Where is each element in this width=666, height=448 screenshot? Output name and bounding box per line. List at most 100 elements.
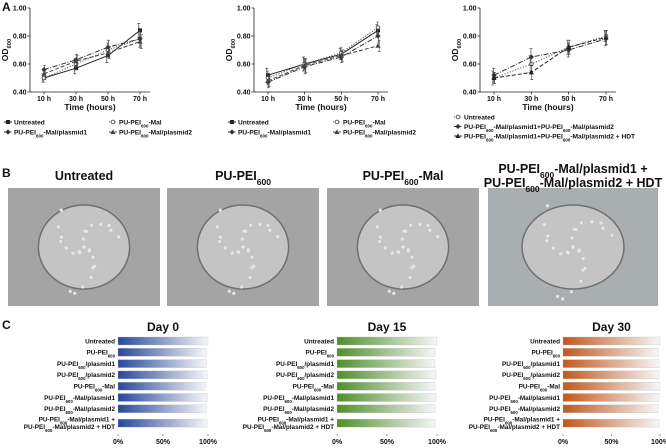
cell: [581, 256, 585, 261]
micrograph: [488, 188, 658, 306]
bar: [336, 359, 436, 368]
cell: [85, 229, 89, 233]
marker: [110, 129, 116, 134]
x-tick-label: 70 h: [599, 96, 613, 103]
marker: [455, 133, 461, 138]
cell: [99, 222, 103, 227]
cell: [436, 235, 440, 239]
bar: [117, 382, 206, 391]
marker: [566, 44, 572, 50]
x-axis-label: Time (hours): [522, 102, 573, 112]
cell: [590, 220, 594, 224]
bar: [562, 418, 660, 428]
y-tick-label: PU-PEI600/plasmid1: [57, 361, 115, 370]
cell: [89, 275, 93, 280]
cell: [551, 246, 555, 250]
bar: [117, 336, 209, 346]
marker: [376, 28, 380, 33]
bar: [562, 382, 661, 391]
y-tick-label: PU-PEI600/plasmid2: [276, 372, 334, 381]
marker: [106, 53, 110, 58]
legend-label: PU-PEI600-Mal: [119, 119, 162, 128]
cell: [77, 249, 81, 254]
y-tick-label: PU-PEI600/plasmid1: [276, 361, 334, 370]
micrograph: [8, 188, 160, 306]
cell: [232, 291, 236, 295]
series-line: [267, 35, 379, 83]
legend-label: PU-PEI600-Mal/plasmid2: [119, 129, 192, 138]
cell: [87, 249, 91, 253]
bar: [562, 370, 660, 380]
cell: [570, 236, 574, 240]
cell: [577, 249, 581, 253]
y-tick-label: PU-PEI600: [305, 350, 334, 359]
marker: [110, 119, 116, 125]
cell: [64, 246, 68, 250]
x-tick-label: 50 h: [101, 96, 115, 103]
bar: [336, 370, 437, 380]
series-line: [493, 36, 607, 79]
y-tick-label: PU-PEI600-Mal: [519, 384, 561, 393]
cell: [378, 239, 382, 244]
cell: [68, 289, 72, 293]
y-tick-label: PU-PEI600-Mal/plasmid1: [44, 395, 115, 404]
bar: [562, 404, 659, 413]
y-tick-label: PU-PEI600/plasmid1: [502, 361, 560, 370]
x-axis-label: Time (hours): [64, 102, 115, 112]
cell: [248, 223, 253, 227]
bar: [336, 418, 436, 428]
cell: [571, 245, 575, 249]
image-title: PU-PEI600-Mal: [363, 169, 444, 187]
cell: [223, 246, 227, 250]
cell: [266, 223, 270, 228]
cell: [408, 223, 413, 227]
legend-label: PU-PEI600-Mal: [343, 119, 386, 128]
x-tick-label: 50%: [380, 439, 395, 446]
cell: [56, 225, 60, 229]
cell: [240, 237, 244, 241]
y-tick-label: PU-PEI600-Mal/plasmid2: [263, 406, 334, 415]
cell: [91, 266, 95, 270]
x-tick-label: 50%: [156, 439, 171, 446]
y-tick-label: PU-PEI600/plasmid2: [502, 372, 560, 381]
cell: [218, 239, 222, 244]
legend-label: PU-PEI600-Mal/plasmid1: [238, 129, 311, 138]
cell: [227, 289, 231, 293]
cell: [545, 204, 550, 208]
legend-label: PU-PEI600-Mal/plasmid1: [14, 129, 87, 138]
marker: [455, 114, 461, 120]
cell: [565, 250, 570, 254]
bar: [336, 393, 437, 402]
marker: [5, 129, 11, 135]
cell: [117, 235, 121, 239]
legend-label: PU-PEI600-Mal/plasmid2: [343, 129, 416, 138]
panel-label: A: [2, 0, 11, 14]
x-tick-label: 0%: [113, 439, 124, 446]
cell: [410, 266, 414, 270]
y-tick-label: 1.00: [13, 6, 27, 13]
cell: [390, 251, 394, 255]
cell: [408, 275, 412, 280]
marker: [529, 61, 534, 67]
cell: [248, 275, 252, 280]
bar: [336, 348, 436, 357]
bar: [562, 359, 660, 368]
cell: [246, 249, 250, 253]
cell: [579, 221, 584, 225]
cell: [545, 239, 549, 243]
x-tick-label: 100%: [651, 439, 666, 446]
x-tick-label: 10 h: [487, 96, 501, 103]
micrograph: [167, 188, 319, 306]
y-tick-label: PU-PEI600-Mal/plasmid1 + PU-PEI600-Mal/pl…: [243, 417, 335, 433]
cell: [378, 208, 382, 212]
cell: [601, 226, 605, 230]
chart-title: Day 30: [592, 320, 631, 334]
cell: [215, 225, 219, 229]
marker: [41, 71, 47, 76]
cell: [569, 290, 574, 294]
x-tick-label: 50%: [604, 439, 619, 446]
y-tick-label: 0.60: [13, 62, 27, 69]
cell: [404, 229, 408, 233]
cell: [250, 255, 254, 259]
legend-label: Untreated: [464, 114, 495, 121]
